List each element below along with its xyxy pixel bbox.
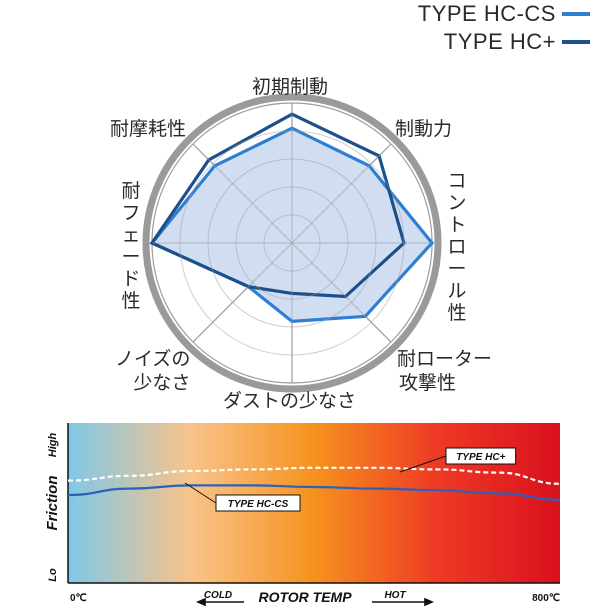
axis-label-line: ノイズの: [115, 348, 191, 370]
y-axis-title: Friction: [44, 476, 61, 531]
friction-temperature-chart: TYPE HC+ TYPE HC-CS High Friction Lo 0℃ 800℃ RO…: [44, 423, 561, 607]
legend-item-hc-cs: TYPE HC-CS: [418, 0, 590, 28]
legend-label: TYPE HC+: [443, 29, 556, 54]
legend-item-hc-plus: TYPE HC+: [418, 28, 590, 56]
axis-label-fade-resistance: 耐フェード性: [121, 180, 141, 312]
hot-arrow: [372, 597, 435, 607]
callout-text: TYPE HC-CS: [228, 499, 289, 510]
hot-label: HOT: [384, 590, 406, 601]
x-tick-0c: 0℃: [70, 593, 87, 604]
callout-box: [445, 447, 517, 465]
chart-legend: TYPE HC-CS TYPE HC+: [418, 0, 590, 56]
radar-spoke-overlay: [192, 143, 293, 244]
axis-label-wear-resistance: 耐摩耗性: [110, 118, 187, 140]
axis-label-line: 攻撃性: [399, 372, 457, 394]
axis-label-low-noise: ノイズの 少なさ: [115, 347, 190, 395]
radar-outer-ring: [142, 93, 442, 393]
radar-spoke-overlay: [192, 242, 293, 343]
legend-swatch: [562, 40, 590, 44]
callout-text: TYPE HC+: [456, 452, 505, 463]
axis-label-braking-power: 制動力: [395, 118, 453, 140]
plot-area: [68, 423, 560, 583]
y-tick-lo: Lo: [47, 568, 59, 582]
legend-label: TYPE HC-CS: [417, 1, 556, 26]
line-series-hc-cs: [67, 484, 561, 501]
axis-label-rotor-wear: 耐ローター 攻撃性: [397, 347, 492, 395]
radar-spoke-overlay: [291, 143, 392, 244]
x-axis-title: ROTOR TEMP: [258, 589, 352, 605]
cold-arrow: [195, 597, 244, 607]
axis-label-line: 少なさ: [133, 372, 191, 394]
axis-label-line: 耐ローター: [397, 348, 493, 370]
callout-leader: [399, 455, 447, 473]
axis-label-controllability: コントロール性: [447, 170, 467, 324]
radar-spoke-overlay: [291, 242, 392, 343]
legend-swatch: [562, 12, 590, 16]
x-tick-800c: 800℃: [532, 593, 560, 604]
y-tick-high: High: [47, 433, 59, 458]
callout-leader: [184, 482, 217, 504]
axis-label-initial-braking: 初期制動: [252, 76, 329, 98]
callout-hc-cs: TYPE HC-CS: [184, 482, 301, 512]
axis-label-low-dust: ダストの少なさ: [223, 390, 357, 412]
cold-label: COLD: [204, 590, 232, 601]
callout-box: [215, 494, 301, 512]
radar-chart: [142, 93, 442, 393]
callout-hc-plus: TYPE HC+: [399, 447, 517, 473]
